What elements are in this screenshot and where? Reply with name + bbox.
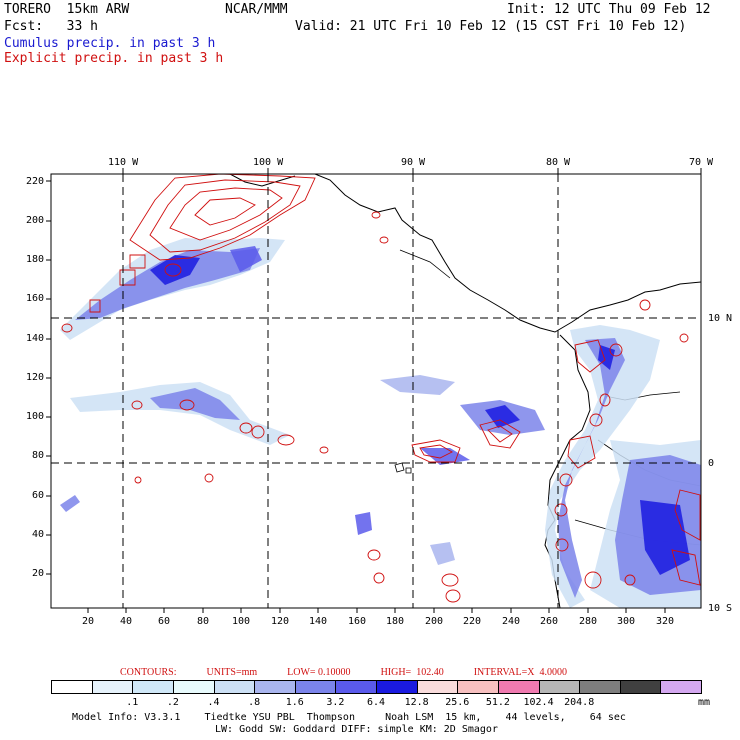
colorbar-label: .2 (166, 697, 179, 708)
contour-info: CONTOURS: UNITS=mm LOW= 0.10000 HIGH= 102.4… (120, 667, 597, 678)
x-tick-label: 160 (348, 616, 367, 627)
contour-label: CONTOURS: (120, 667, 177, 678)
y-tick-label: 200 (26, 215, 45, 226)
colorbar-label: .4 (207, 697, 220, 708)
x-tick-label: 60 (158, 616, 171, 627)
top-ticks (122, 168, 702, 174)
bottom-ticks (87, 608, 666, 613)
y-tick-label: 80 (32, 450, 45, 461)
init-time: Init: 12 UTC Thu 09 Feb 12 (507, 2, 711, 17)
colorbar-label: 1.6 (285, 697, 304, 708)
y-tick-label: 100 (26, 411, 45, 422)
colorbar-swatch (538, 680, 581, 694)
x-tick-label: 140 (309, 616, 328, 627)
x-tick-label: 240 (502, 616, 521, 627)
colorbar-swatch (376, 680, 418, 694)
colorbar-swatch (579, 680, 621, 694)
lat-label: 10 S (708, 603, 733, 614)
lat-label: 0 (708, 458, 715, 469)
forecast-hour: Fcst: 33 h (4, 19, 98, 34)
colorbar-label: 102.4 (523, 697, 554, 708)
x-tick-label: 20 (82, 616, 95, 627)
colorbar-label: .1 (126, 697, 139, 708)
lon-label: 100 W (253, 157, 284, 168)
map-frame (50, 173, 702, 609)
colorbar-label: 6.4 (367, 697, 386, 708)
colorbar-swatch (294, 680, 337, 694)
colorbar-label: 3.2 (326, 697, 345, 708)
colorbar-swatch (132, 680, 174, 694)
y-tick-label: 40 (32, 529, 45, 540)
colorbar-label: 12.8 (404, 697, 429, 708)
lon-label: 80 W (546, 157, 571, 168)
model-title: TORERO 15km ARW (4, 2, 130, 17)
colorbar-label: .8 (248, 697, 261, 708)
y-tick-label: 20 (32, 568, 45, 579)
colorbar-swatch (660, 680, 702, 694)
contour-units: UNITS=mm (206, 667, 258, 678)
x-tick-label: 180 (386, 616, 405, 627)
colorbar-swatch (497, 680, 540, 694)
x-tick-label: 120 (271, 616, 290, 627)
coastline-mexico (229, 174, 296, 187)
left-ticks (46, 180, 51, 575)
border (399, 249, 451, 279)
colorbar-label: 51.2 (485, 697, 510, 708)
physics-info: LW: Godd SW: Goddard DIFF: simple KM: 2D… (215, 724, 498, 735)
y-tick-label: 140 (26, 333, 45, 344)
colorbar-swatch (51, 680, 93, 694)
model-info: Model Info: V3.3.1 Tiedtke YSU PBL Thomp… (72, 712, 626, 723)
y-tick-label: 160 (26, 293, 45, 304)
lon-label: 90 W (401, 157, 426, 168)
colorbar-swatch (416, 680, 459, 694)
graticule (51, 174, 701, 608)
x-tick-label: 260 (540, 616, 559, 627)
colorbar-label: 25.6 (445, 697, 470, 708)
colorbar-unit: mm (698, 697, 711, 708)
x-tick-label: 300 (617, 616, 636, 627)
colorbar-swatch (254, 680, 296, 694)
colorbar-swatch (213, 680, 256, 694)
org-label: NCAR/MMM (225, 2, 288, 17)
y-tick-label: 60 (32, 490, 45, 501)
x-tick-label: 320 (656, 616, 675, 627)
colorbar-swatch (457, 680, 499, 694)
y-tick-label: 220 (26, 176, 45, 187)
cumulus-legend: Cumulus precip. in past 3 h (4, 36, 216, 51)
valid-time: Valid: 21 UTC Fri 10 Feb 12 (15 CST Fri … (295, 19, 687, 34)
colorbar-swatch (91, 680, 134, 694)
coastline (314, 174, 701, 333)
x-tick-label: 100 (232, 616, 251, 627)
y-tick-label: 180 (26, 254, 45, 265)
cumulus-precip (60, 238, 701, 608)
x-tick-label: 200 (425, 616, 444, 627)
colorbar-swatch (335, 680, 377, 694)
x-tick-label: 80 (197, 616, 210, 627)
colorbar-swatch (619, 680, 662, 694)
contour-interval: INTERVAL=X 4.0000 (473, 667, 567, 678)
x-tick-label: 280 (579, 616, 598, 627)
x-tick-label: 40 (120, 616, 133, 627)
galapagos (394, 462, 412, 474)
x-tick-label: 220 (463, 616, 482, 627)
colorbar-label: 204.8 (564, 697, 595, 708)
explicit-legend: Explicit precip. in past 3 h (4, 51, 224, 66)
lon-label: 70 W (689, 157, 714, 168)
lon-label: 110 W (108, 157, 139, 168)
contour-high: HIGH= 102.40 (380, 667, 444, 678)
contour-low: LOW= 0.10000 (287, 667, 351, 678)
colorbar-swatch (172, 680, 215, 694)
y-tick-label: 120 (26, 372, 45, 383)
lat-label: 10 N (708, 313, 733, 324)
